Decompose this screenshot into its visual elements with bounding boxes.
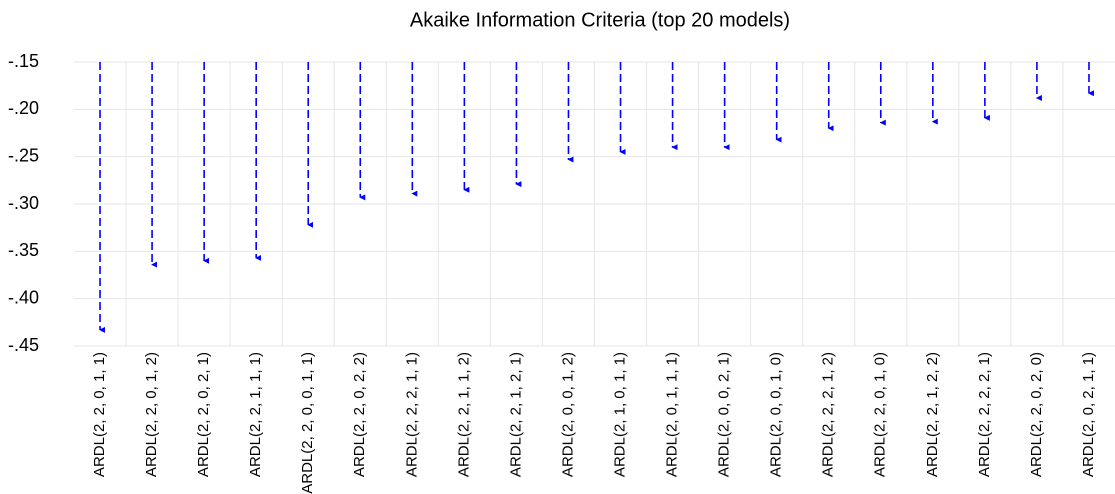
y-tick-label: -.30	[8, 193, 39, 213]
x-tick-label: ARDL(2, 2, 0, 0, 1, 1)	[299, 352, 316, 494]
y-tick-label: -.45	[8, 335, 39, 355]
x-tick-label: ARDL(2, 0, 0, 1, 0)	[768, 352, 785, 477]
x-tick-label: ARDL(2, 2, 0, 2, 2)	[351, 352, 368, 477]
x-tick-label: ARDL(2, 2, 0, 2, 0)	[1028, 352, 1045, 477]
x-tick-label: ARDL(2, 2, 0, 1, 2)	[143, 352, 160, 477]
y-tick-label: -.25	[8, 145, 39, 165]
x-tick-label: ARDL(2, 2, 2, 2, 1)	[976, 352, 993, 477]
x-tick-label: ARDL(2, 0, 2, 1, 1)	[1080, 352, 1097, 477]
y-tick-label: -.40	[8, 287, 39, 307]
x-tick-label: ARDL(2, 0, 0, 2, 1)	[716, 352, 733, 477]
x-tick-label: ARDL(2, 2, 0, 2, 1)	[195, 352, 212, 477]
x-tick-label: ARDL(2, 0, 1, 1, 1)	[664, 352, 681, 477]
x-tick-label: ARDL(2, 2, 2, 1, 1)	[403, 352, 420, 477]
x-tick-label: ARDL(2, 2, 1, 2, 2)	[924, 352, 941, 477]
x-tick-label: ARDL(2, 2, 2, 1, 2)	[820, 352, 837, 477]
y-tick-label: -.20	[8, 98, 39, 118]
chart-title: Akaike Information Criteria (top 20 mode…	[410, 9, 790, 31]
x-tick-label: ARDL(2, 2, 1, 1, 2)	[455, 352, 472, 477]
y-tick-label: -.35	[8, 240, 39, 260]
x-tick-label: ARDL(2, 0, 0, 1, 2)	[559, 352, 576, 477]
x-tick-label: ARDL(2, 2, 1, 1, 1)	[247, 352, 264, 477]
x-tick-label: ARDL(2, 2, 0, 1, 1)	[91, 352, 108, 477]
y-tick-label: -.15	[8, 51, 39, 71]
x-tick-label: ARDL(2, 1, 0, 1, 1)	[611, 352, 628, 477]
x-tick-label: ARDL(2, 2, 1, 2, 1)	[507, 352, 524, 477]
x-tick-label: ARDL(2, 2, 0, 1, 0)	[872, 352, 889, 477]
